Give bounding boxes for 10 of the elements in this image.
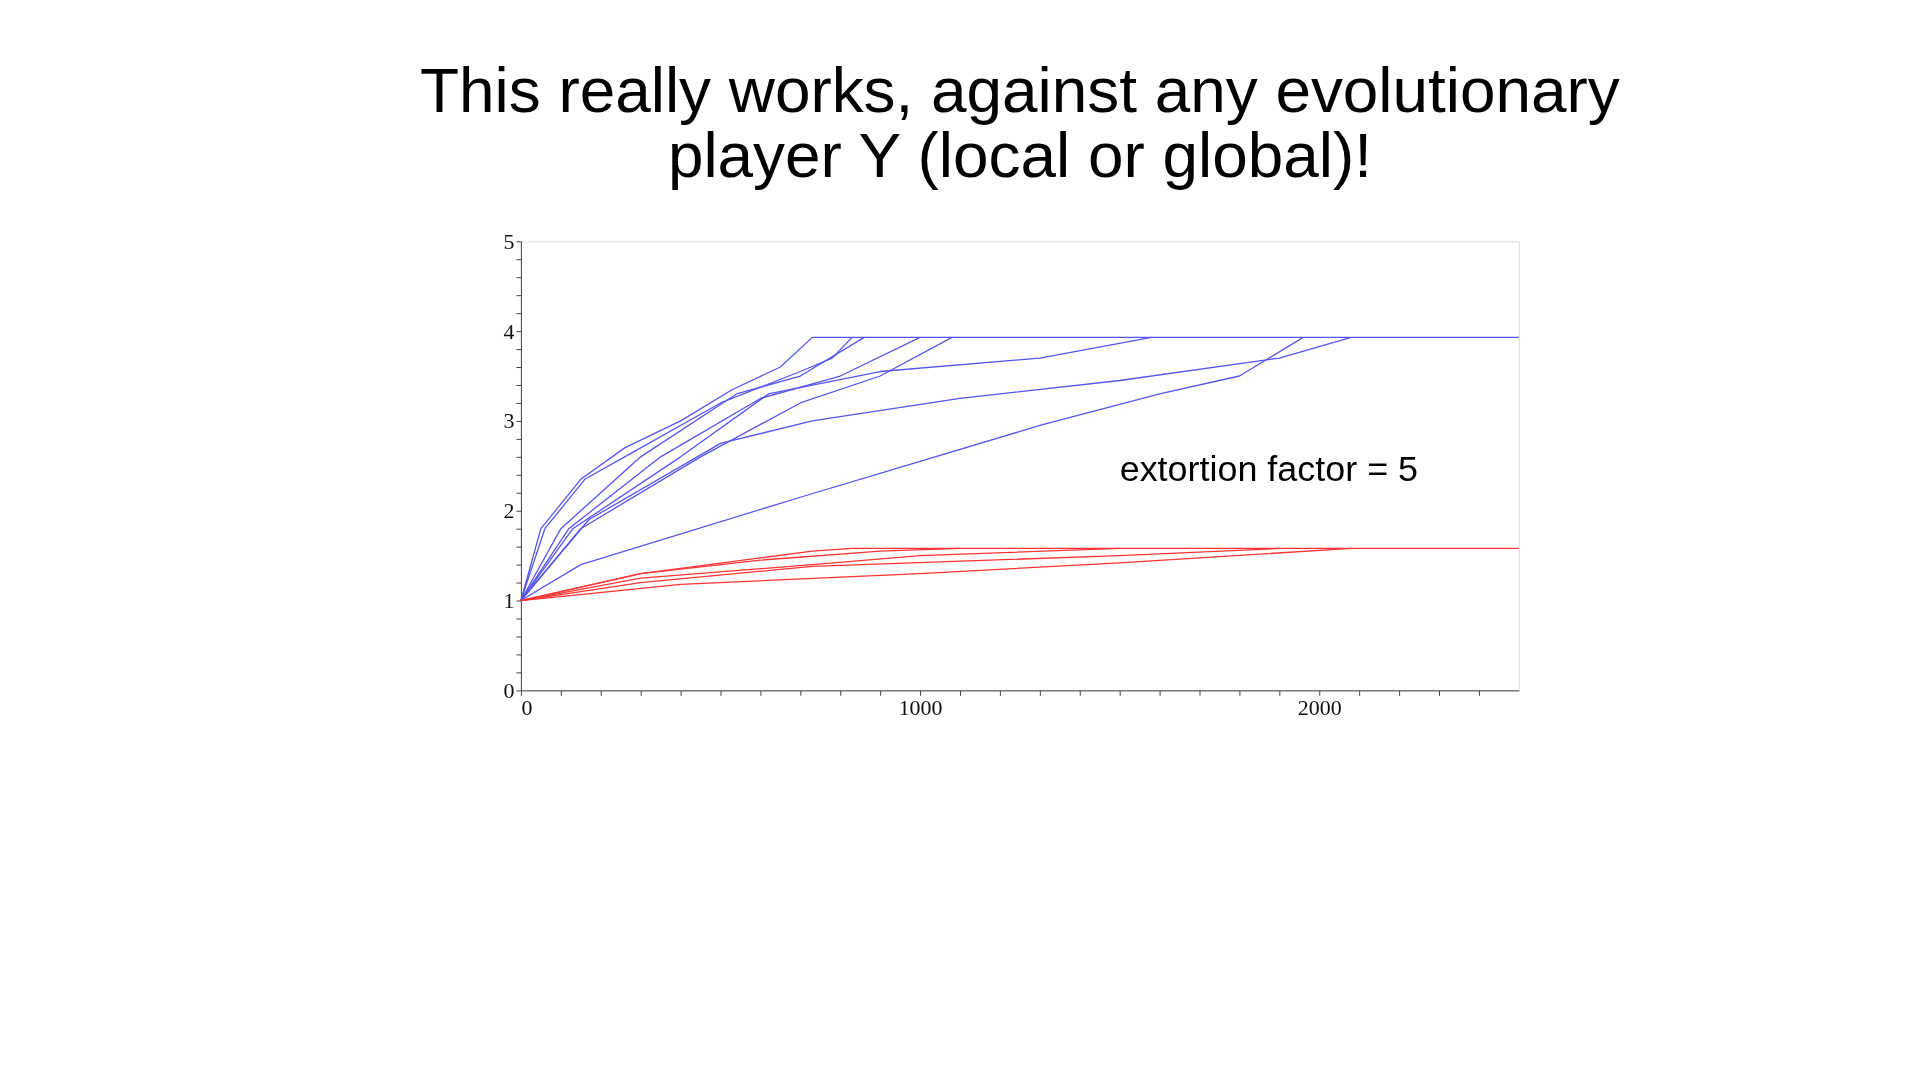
y-tick-label: 4 xyxy=(503,318,515,344)
x-tick-label: 2000 xyxy=(1297,694,1342,720)
y-tick-label: 0 xyxy=(503,677,515,703)
y-tick-label: 1 xyxy=(503,588,515,614)
y-tick-label: 5 xyxy=(503,228,515,254)
x-tick-label: 0 xyxy=(521,694,533,720)
x-tick-label: 1000 xyxy=(898,694,943,720)
y-tick-label: 3 xyxy=(503,408,515,434)
annotation: extortion factor = 5 xyxy=(1119,448,1419,490)
y-tick-label: 2 xyxy=(503,498,515,524)
